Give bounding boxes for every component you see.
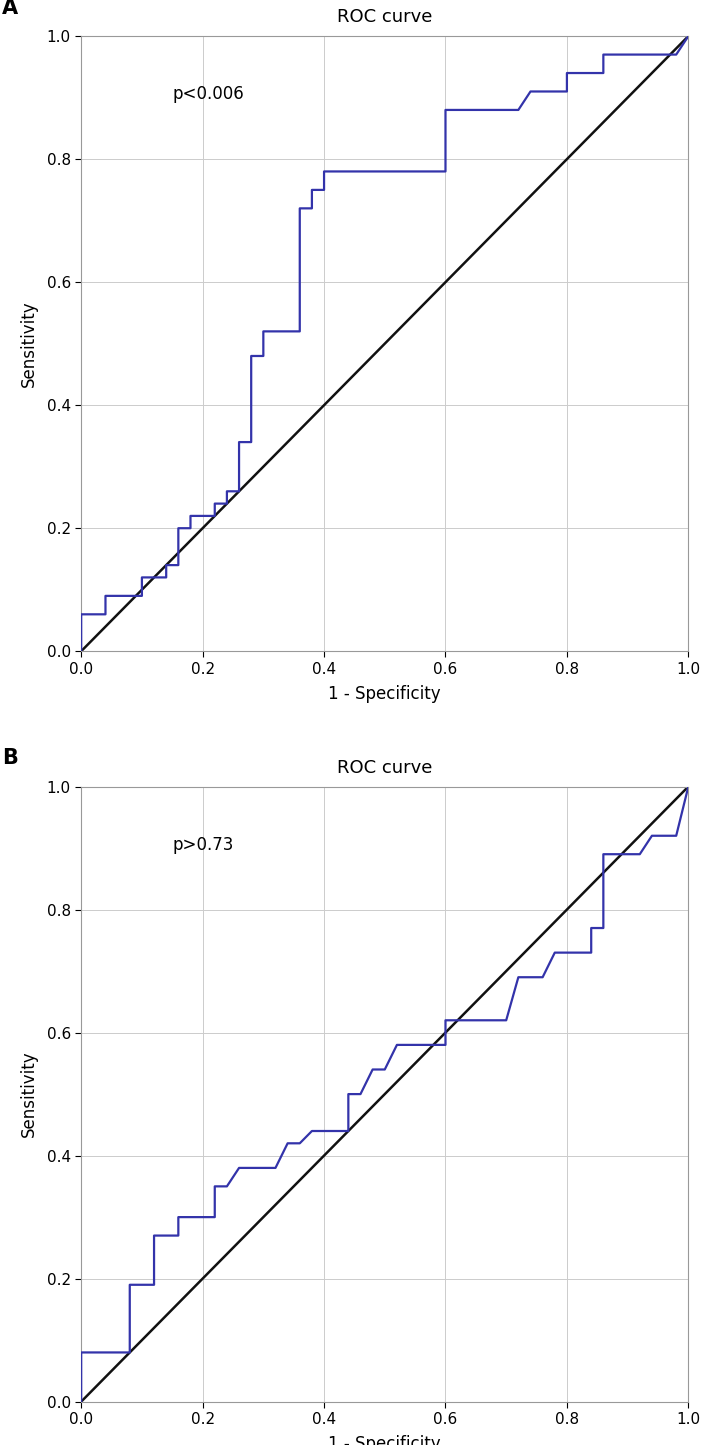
Text: A: A bbox=[2, 0, 18, 17]
Y-axis label: Sensitivity: Sensitivity bbox=[20, 1051, 38, 1137]
Title: ROC curve: ROC curve bbox=[337, 759, 433, 776]
X-axis label: 1 - Specificity: 1 - Specificity bbox=[328, 1435, 441, 1445]
Title: ROC curve: ROC curve bbox=[337, 9, 433, 26]
Text: p>0.73: p>0.73 bbox=[172, 835, 234, 854]
Y-axis label: Sensitivity: Sensitivity bbox=[20, 301, 38, 387]
Text: p<0.006: p<0.006 bbox=[172, 85, 244, 104]
X-axis label: 1 - Specificity: 1 - Specificity bbox=[328, 685, 441, 702]
Text: B: B bbox=[2, 749, 18, 769]
